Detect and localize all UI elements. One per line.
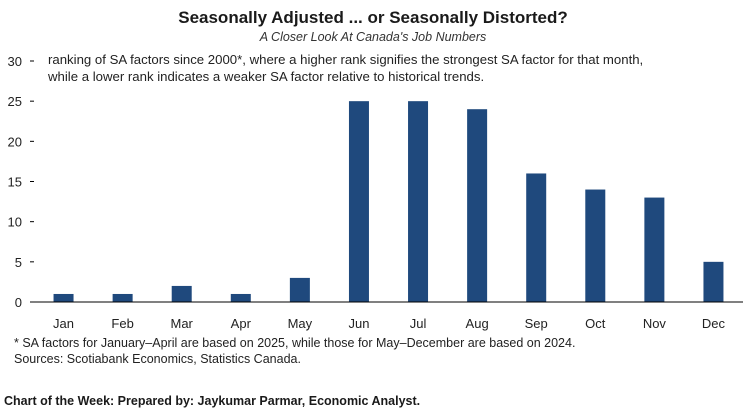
y-tick-label: 0: [15, 295, 22, 310]
annotation-line: while a lower rank indicates a weaker SA…: [48, 69, 485, 84]
bar-mar: [171, 285, 192, 302]
x-tick-label: Jul: [410, 316, 427, 331]
x-tick-label: Feb: [111, 316, 133, 331]
y-tick-label: 25: [8, 94, 22, 109]
bar-apr: [230, 293, 251, 302]
x-tick-label: Aug: [466, 316, 489, 331]
y-tick-label: 15: [8, 175, 22, 190]
chart-annotation: ranking of SA factors since 2000*, where…: [48, 51, 738, 85]
x-tick-label: Nov: [643, 316, 667, 331]
bar-dec: [703, 261, 724, 302]
bar-chart: 0 5 10 15 20 25 30 Jan Feb Mar Apr May Jun Jul Aug Sep…: [8, 54, 743, 331]
footnote: * SA factors for January–April are based…: [14, 336, 576, 350]
bar-jan: [53, 293, 74, 302]
y-tick-label: 20: [8, 134, 22, 149]
chart-subtitle: A Closer Look At Canada's Job Numbers: [259, 30, 487, 44]
bar-aug: [467, 109, 488, 302]
bars: [53, 101, 724, 303]
x-axis: Jan Feb Mar Apr May Jun Jul Aug Sep Oct Nov Dec: [53, 316, 725, 331]
footer-credit: Chart of the Week: Prepared by: Jaykumar…: [4, 394, 421, 408]
bar-may: [289, 277, 310, 302]
y-tick-label: 30: [8, 54, 22, 69]
bar-jun: [348, 101, 369, 303]
x-tick-label: Oct: [585, 316, 606, 331]
x-tick-label: May: [288, 316, 313, 331]
bar-oct: [585, 189, 606, 302]
sources-note: Sources: Scotiabank Economics, Statistic…: [14, 352, 301, 366]
x-tick-label: Dec: [702, 316, 726, 331]
y-axis: 0 5 10 15 20 25 30: [8, 54, 34, 310]
x-tick-label: Sep: [525, 316, 548, 331]
bar-nov: [644, 197, 665, 302]
x-tick-label: Jan: [53, 316, 74, 331]
chart-title: Seasonally Adjusted ... or Seasonally Di…: [178, 8, 568, 27]
chart-notes: * SA factors for January–April are based…: [14, 335, 575, 367]
y-tick-label: 5: [15, 255, 22, 270]
bar-jul: [408, 101, 429, 303]
bar-sep: [526, 173, 547, 302]
x-tick-label: Mar: [171, 316, 194, 331]
x-tick-label: Jun: [348, 316, 369, 331]
y-tick-label: 10: [8, 215, 22, 230]
x-tick-label: Apr: [231, 316, 252, 331]
bar-feb: [112, 293, 133, 302]
annotation-line: ranking of SA factors since 2000*, where…: [48, 52, 644, 67]
